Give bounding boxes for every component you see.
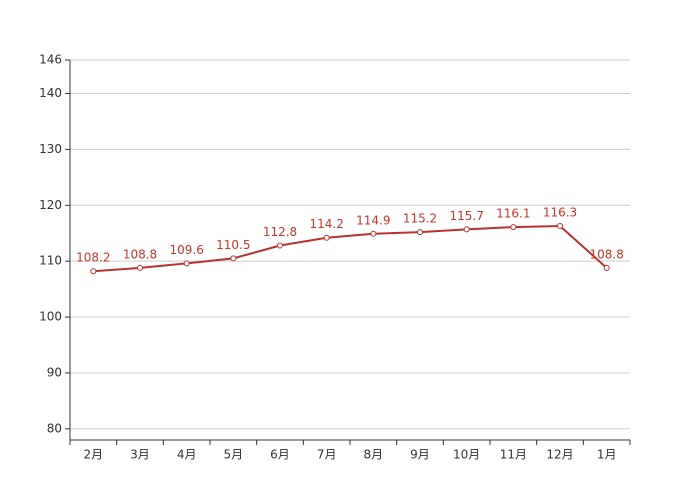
x-tick-label: 1月 bbox=[597, 448, 617, 462]
y-tick-label: 90 bbox=[47, 365, 62, 379]
value-label: 115.7 bbox=[449, 209, 483, 223]
y-tick-label: 110 bbox=[39, 254, 62, 268]
point bbox=[183, 260, 190, 267]
value-label: 114.2 bbox=[309, 217, 343, 231]
point bbox=[90, 268, 97, 275]
x-tick-label: 10月 bbox=[453, 448, 480, 462]
y-tick-label: 140 bbox=[39, 86, 62, 100]
value-label: 116.1 bbox=[496, 207, 530, 221]
value-label: 109.6 bbox=[169, 243, 203, 257]
x-tick-label: 9月 bbox=[410, 448, 430, 462]
y-tick-label: 120 bbox=[39, 198, 62, 212]
point bbox=[510, 224, 517, 231]
x-tick-label: 4月 bbox=[177, 448, 197, 462]
y-tick-label: 80 bbox=[47, 421, 62, 435]
y-tick-label: 146 bbox=[39, 53, 62, 67]
point bbox=[370, 230, 377, 237]
point bbox=[230, 255, 237, 262]
value-label: 115.2 bbox=[403, 212, 437, 226]
x-tick-label: 2月 bbox=[84, 448, 104, 462]
x-tick-label: 3月 bbox=[130, 448, 150, 462]
y-tick-label: 100 bbox=[39, 310, 62, 324]
value-label: 108.8 bbox=[123, 247, 157, 261]
y-tick-label: 130 bbox=[39, 142, 62, 156]
line bbox=[93, 224, 608, 273]
value-label: 108.2 bbox=[76, 251, 110, 265]
x-tick-label: 12月 bbox=[546, 448, 573, 462]
point bbox=[603, 264, 610, 271]
point bbox=[463, 226, 470, 233]
value-label: 116.3 bbox=[543, 205, 577, 219]
x-tick-label: 11月 bbox=[500, 448, 527, 462]
point bbox=[557, 222, 563, 229]
point bbox=[137, 264, 143, 271]
x-tick-label: 5月 bbox=[224, 448, 244, 462]
value-label: 112.8 bbox=[263, 225, 297, 239]
x-tick-label: 6月 bbox=[270, 448, 290, 462]
value-label: 114.9 bbox=[356, 213, 390, 227]
point bbox=[323, 234, 330, 241]
point bbox=[417, 229, 423, 236]
value-label: 110.5 bbox=[216, 238, 250, 252]
value-label: 108.8 bbox=[589, 247, 623, 261]
x-tick-label: 8月 bbox=[364, 448, 384, 462]
point bbox=[277, 242, 283, 249]
x-tick-label: 7月 bbox=[317, 448, 337, 462]
